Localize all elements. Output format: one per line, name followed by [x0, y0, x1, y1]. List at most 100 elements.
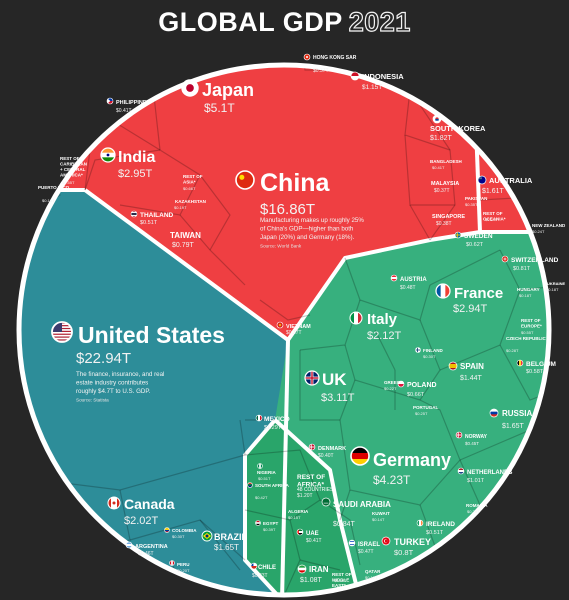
country-value-algeria: $0.15T	[288, 515, 301, 520]
cell-border	[281, 519, 301, 595]
country-name-israel: ISRAEL	[358, 542, 380, 548]
region-border	[286, 230, 549, 342]
country-name-france: France	[454, 285, 503, 302]
country-value-vietnam: $0.37T	[286, 330, 302, 336]
country-name-denmark: DENMARK	[318, 446, 346, 452]
country-name-rest-of-caribbean-central-america: CARIBBEAN	[60, 162, 87, 167]
india-flag-icon	[100, 147, 116, 163]
cell-border	[19, 199, 41, 231]
country-value-rest-of-oceania: $0.34T	[485, 217, 498, 222]
colombia-flag-icon	[164, 527, 170, 533]
country-value-rest-of-middle-east: $0.56T	[334, 578, 347, 583]
cell-border	[299, 559, 341, 571]
country-name-philippines: PHILIPPINES	[116, 100, 151, 106]
poland-flag-icon	[397, 380, 405, 388]
iran-flag-icon	[297, 564, 307, 574]
cell-border	[179, 214, 246, 286]
country-name-india: India	[118, 149, 155, 166]
country-value-hungary: $0.18T	[519, 293, 532, 298]
mexico-flag-icon	[255, 414, 263, 422]
country-name-colombia: COLOMBIA	[172, 528, 197, 533]
country-name-netherlands: NETHERLANDS	[467, 470, 512, 476]
country-value-iran: $1.08T	[300, 577, 323, 584]
country-value-south-africa: $0.42T	[255, 495, 268, 500]
chart-title: GLOBAL GDP 2021	[0, 2, 569, 42]
sweden-flag-icon	[454, 231, 462, 239]
region-border	[243, 418, 284, 595]
country-value-austria: $0.48T	[400, 285, 416, 291]
country-value-romania: $0.29T	[467, 509, 480, 514]
country-value-hong-kong-sar: $0.37T	[313, 68, 329, 74]
country-note-china: Manufacturing makes up roughly 25%	[260, 217, 364, 224]
country-name-finland: FINLAND	[423, 348, 443, 353]
country-name-rest-of-asia: REST OF	[183, 174, 203, 179]
canada-flag-icon	[107, 496, 121, 510]
cell-border	[319, 499, 361, 566]
country-value-norway: $0.45T	[465, 441, 479, 446]
country-name-hungary: HUNGARY	[517, 287, 540, 292]
country-value-france: $2.94T	[453, 303, 488, 315]
cell-border	[459, 429, 531, 461]
country-name-portugal: PORTUGAL	[413, 405, 439, 410]
finland-flag-icon	[415, 347, 421, 353]
country-name-greece: GREECE	[384, 380, 403, 385]
country-note-china: Japan (20%) and Germany (18%).	[260, 234, 355, 241]
cell-border	[419, 319, 441, 401]
thailand-flag-icon	[130, 210, 138, 218]
country-name-china: China	[260, 169, 331, 197]
region-border	[83, 188, 290, 342]
saudi-flag-icon	[321, 497, 331, 507]
country-note-united-states: The finance, insurance, and real	[76, 371, 164, 378]
cell-border	[339, 399, 461, 506]
country-value-new-zealand: $0.24T	[532, 229, 545, 234]
country-name-rest-of-africa: REST OF	[297, 474, 325, 481]
country-value-japan: $5.1T	[204, 101, 235, 115]
country-value-india: $2.95T	[118, 168, 153, 180]
country-name-rest-of-middle-east: REST OF	[332, 572, 352, 577]
spain-flag-icon	[448, 361, 458, 371]
country-value-china: $16.86T	[260, 201, 315, 218]
australia-flag-icon	[477, 175, 487, 185]
country-value-czech-republic: $0.28T	[506, 348, 519, 353]
country-value-pakistan: $0.35T	[465, 202, 478, 207]
country-value-ireland: $0.51T	[426, 530, 444, 536]
country-name-indonesia: INDONESIA	[362, 72, 404, 81]
usa-flag-icon	[51, 321, 73, 343]
country-name-russia: RUSSIA	[502, 409, 532, 418]
country-name-turkey: TURKEY	[394, 537, 431, 547]
country-value-qatar: $0.17T	[365, 575, 378, 580]
italy-flag-icon	[349, 311, 363, 325]
country-value-russia: $1.65T	[502, 423, 525, 430]
country-value-rest-of-europe: $0.55T	[521, 330, 534, 335]
netherlands-flag-icon	[457, 467, 465, 475]
country-name-peru: PERU	[177, 562, 190, 567]
country-value-thailand: $0.51T	[140, 220, 158, 226]
country-name-uae: UAE	[306, 531, 319, 537]
cell-border	[409, 204, 431, 241]
country-value-finland: $0.30T	[423, 354, 436, 359]
china-flag-icon	[235, 170, 255, 190]
country-value-spain: $1.44T	[460, 375, 483, 382]
japan-flag-icon	[181, 79, 199, 97]
country-value-kazakhstan: $0.19T	[174, 205, 187, 210]
country-name-rest-of-europe: REST OF	[521, 318, 541, 323]
cell-border	[239, 419, 246, 456]
country-name-pakistan: PAKISTAN	[465, 196, 487, 201]
philippines-flag-icon	[106, 97, 114, 105]
country-name-norway: NORWAY	[465, 434, 488, 440]
country-name-austria: AUSTRIA	[400, 277, 427, 283]
country-name-rest-of-africa: AFRICA*	[297, 482, 325, 489]
country-name-rest-of-caribbean-central-america: REST OF	[60, 156, 80, 161]
country-name-czech-republic: CZECH REPUBLIC	[506, 336, 547, 341]
country-value-philippines: $0.41T	[116, 108, 132, 114]
country-value-switzerland: $0.81T	[513, 266, 531, 272]
country-name-sweden: SWEDEN	[464, 233, 493, 240]
country-note-united-states: roughly $4.7T to U.S. GDP.	[76, 388, 151, 395]
country-value-malaysia: $0.37T	[434, 188, 450, 194]
country-value-belgium: $0.58T	[526, 369, 544, 375]
country-name-romania: ROMANIA	[466, 503, 488, 508]
norway-flag-icon	[455, 431, 463, 439]
country-name-thailand: THAILAND	[140, 212, 174, 219]
country-name-bangladesh: BANGLADESH	[430, 159, 462, 164]
